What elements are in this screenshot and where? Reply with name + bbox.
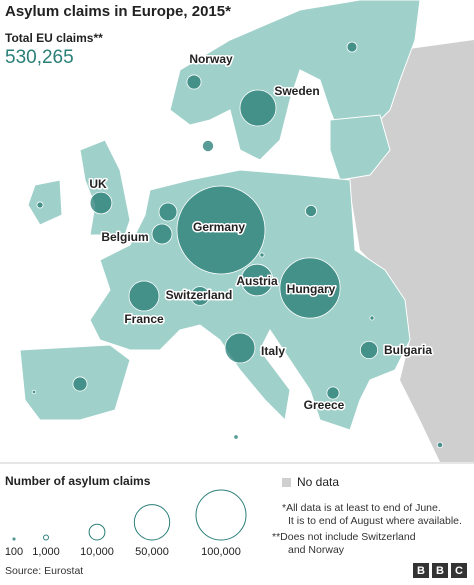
legend-label: 100,000: [201, 546, 241, 558]
legend-circle: [133, 504, 171, 541]
logo-block: [413, 563, 429, 578]
bbc-logo: B B C: [413, 563, 467, 578]
country-label: France: [124, 312, 164, 326]
logo-letter: B: [436, 565, 444, 577]
claims-bubble: [190, 286, 210, 306]
claims-bubble: [186, 74, 202, 90]
no-data-label: No data: [297, 475, 339, 489]
country-label: Bulgaria: [384, 343, 432, 357]
claims-bubble: [72, 376, 88, 392]
title: Asylum claims in Europe, 2015*: [5, 3, 231, 20]
claims-bubble: [151, 223, 173, 245]
source: Source: Eurostat: [5, 565, 83, 577]
claims-bubble: [176, 185, 266, 275]
legend-title: Number of asylum claims: [5, 474, 151, 488]
claims-bubble: [279, 257, 341, 319]
claims-bubble: [436, 441, 444, 449]
claims-bubble: [128, 280, 160, 312]
claims-bubble: [326, 386, 340, 400]
logo-block: [432, 563, 448, 578]
claims-bubble: [346, 41, 358, 53]
country-label: Belgium: [101, 230, 148, 244]
country-label: Sweden: [274, 84, 319, 98]
country-label: Greece: [304, 398, 345, 412]
claims-bubble: [305, 205, 317, 217]
country-label: Germany: [193, 220, 245, 234]
claims-bubble: [239, 89, 277, 127]
claims-bubble: [202, 140, 214, 152]
claims-bubble: [233, 434, 239, 440]
country-label: Hungary: [287, 282, 336, 296]
country-label: Austria: [236, 274, 278, 288]
legend-label: 1,000: [32, 546, 60, 558]
logo-letter: C: [455, 565, 463, 577]
claims-bubble: [36, 201, 44, 209]
note: **Does not include Switzerland: [272, 531, 416, 543]
legend-label: 50,000: [135, 546, 169, 558]
claims-bubble: [359, 340, 379, 360]
legend-label: 10,000: [80, 546, 114, 558]
logo-letter: B: [417, 565, 425, 577]
no-data-swatch: [282, 478, 291, 487]
legend-label: 100: [5, 546, 23, 558]
legend-circle: [12, 537, 16, 541]
claims-bubble: [369, 315, 375, 321]
legend-circle: [195, 489, 247, 541]
note: and Norway: [288, 544, 345, 556]
note: It is to end of August where available.: [288, 515, 462, 527]
claims-bubble: [224, 332, 256, 364]
total-title: Total EU claims**: [5, 31, 103, 45]
total: 530,265: [5, 47, 74, 68]
claims-bubble: [158, 202, 178, 222]
country-label: Norway: [189, 52, 233, 66]
claims-bubble: [89, 191, 113, 215]
note: *All data is at least to end of June.: [282, 502, 441, 514]
baltics: [329, 114, 391, 181]
britain: [79, 139, 131, 236]
country-label: Switzerland: [166, 288, 233, 302]
logo-block: [451, 563, 467, 578]
legend-circle: [88, 523, 106, 541]
ireland: [27, 179, 63, 226]
country-label: UK: [89, 177, 107, 191]
claims-bubble: [259, 252, 265, 258]
claims-bubble: [31, 389, 37, 395]
claims-bubble: [240, 263, 274, 297]
legend-circle: [43, 534, 49, 541]
country-label: Italy: [261, 344, 285, 358]
